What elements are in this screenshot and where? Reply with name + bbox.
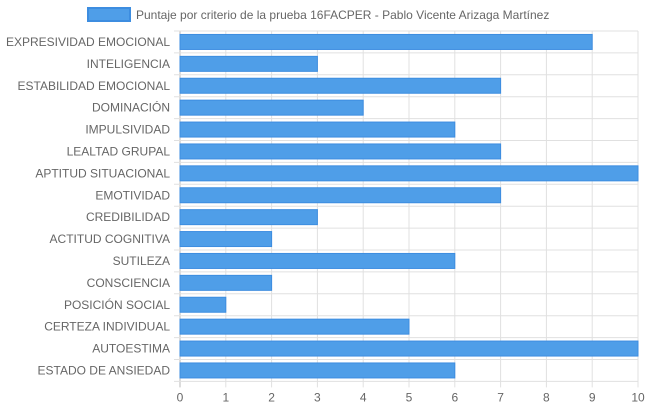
bar[interactable] — [179, 165, 639, 182]
category-labels: EXPRESIVIDAD EMOCIONAL INTELIGENCIA ESTABI… — [6, 35, 170, 378]
bar[interactable] — [179, 187, 502, 204]
bar[interactable] — [179, 362, 456, 379]
x-tick-label: 3 — [314, 390, 321, 404]
bar[interactable] — [179, 318, 410, 335]
x-tick-label: 8 — [543, 390, 550, 404]
category-label: EMOTIVIDAD — [95, 188, 170, 202]
bar[interactable] — [179, 231, 273, 248]
bar[interactable] — [179, 296, 227, 313]
x-tick-label: 1 — [222, 390, 229, 404]
x-tick-label: 2 — [268, 390, 275, 404]
category-label: ESTADO DE ANSIEDAD — [38, 363, 171, 377]
category-label: EXPRESIVIDAD EMOCIONAL — [6, 35, 170, 49]
x-tick-label: 7 — [497, 390, 504, 404]
legend-label: Puntaje por criterio de la prueba 16FACP… — [136, 8, 549, 22]
bar[interactable] — [179, 143, 502, 160]
bar[interactable] — [179, 340, 639, 357]
x-tick-label: 4 — [360, 390, 367, 404]
x-tick-label: 5 — [406, 390, 413, 404]
legend[interactable]: Puntaje por criterio de la prueba 16FACP… — [87, 7, 549, 22]
bar[interactable] — [179, 55, 318, 72]
legend-swatch — [87, 7, 131, 22]
bar[interactable] — [179, 121, 456, 138]
category-label: DOMINACIÓN — [92, 100, 170, 115]
category-label: IMPULSIVIDAD — [85, 123, 170, 137]
bar[interactable] — [179, 252, 456, 269]
category-label: ESTABILIDAD EMOCIONAL — [18, 79, 171, 93]
category-label: LEALTAD GRUPAL — [67, 144, 171, 158]
x-axis-ticks: 0 1 2 3 4 5 6 7 8 9 10 — [177, 390, 645, 404]
bars — [179, 33, 639, 379]
bar[interactable] — [179, 33, 593, 50]
category-label: POSICIÓN SOCIAL — [64, 297, 170, 312]
category-label: APTITUD SITUACIONAL — [35, 166, 170, 180]
bar[interactable] — [179, 77, 502, 94]
category-label: ACTITUD COGNITIVA — [50, 232, 170, 246]
category-label: AUTOESTIMA — [92, 342, 170, 356]
x-tick-label: 10 — [631, 390, 645, 404]
x-tick-label: 9 — [589, 390, 596, 404]
bar[interactable] — [179, 209, 318, 226]
bar[interactable] — [179, 274, 273, 291]
x-tick-label: 6 — [451, 390, 458, 404]
category-label: INTELIGENCIA — [87, 57, 170, 71]
x-tick-label: 0 — [177, 390, 184, 404]
bar[interactable] — [179, 99, 364, 116]
category-label: CREDIBILIDAD — [86, 210, 170, 224]
category-label: CONSCIENCIA — [87, 276, 170, 290]
category-label: CERTEZA INDIVIDUAL — [44, 320, 170, 334]
category-label: SUTILEZA — [113, 254, 170, 268]
